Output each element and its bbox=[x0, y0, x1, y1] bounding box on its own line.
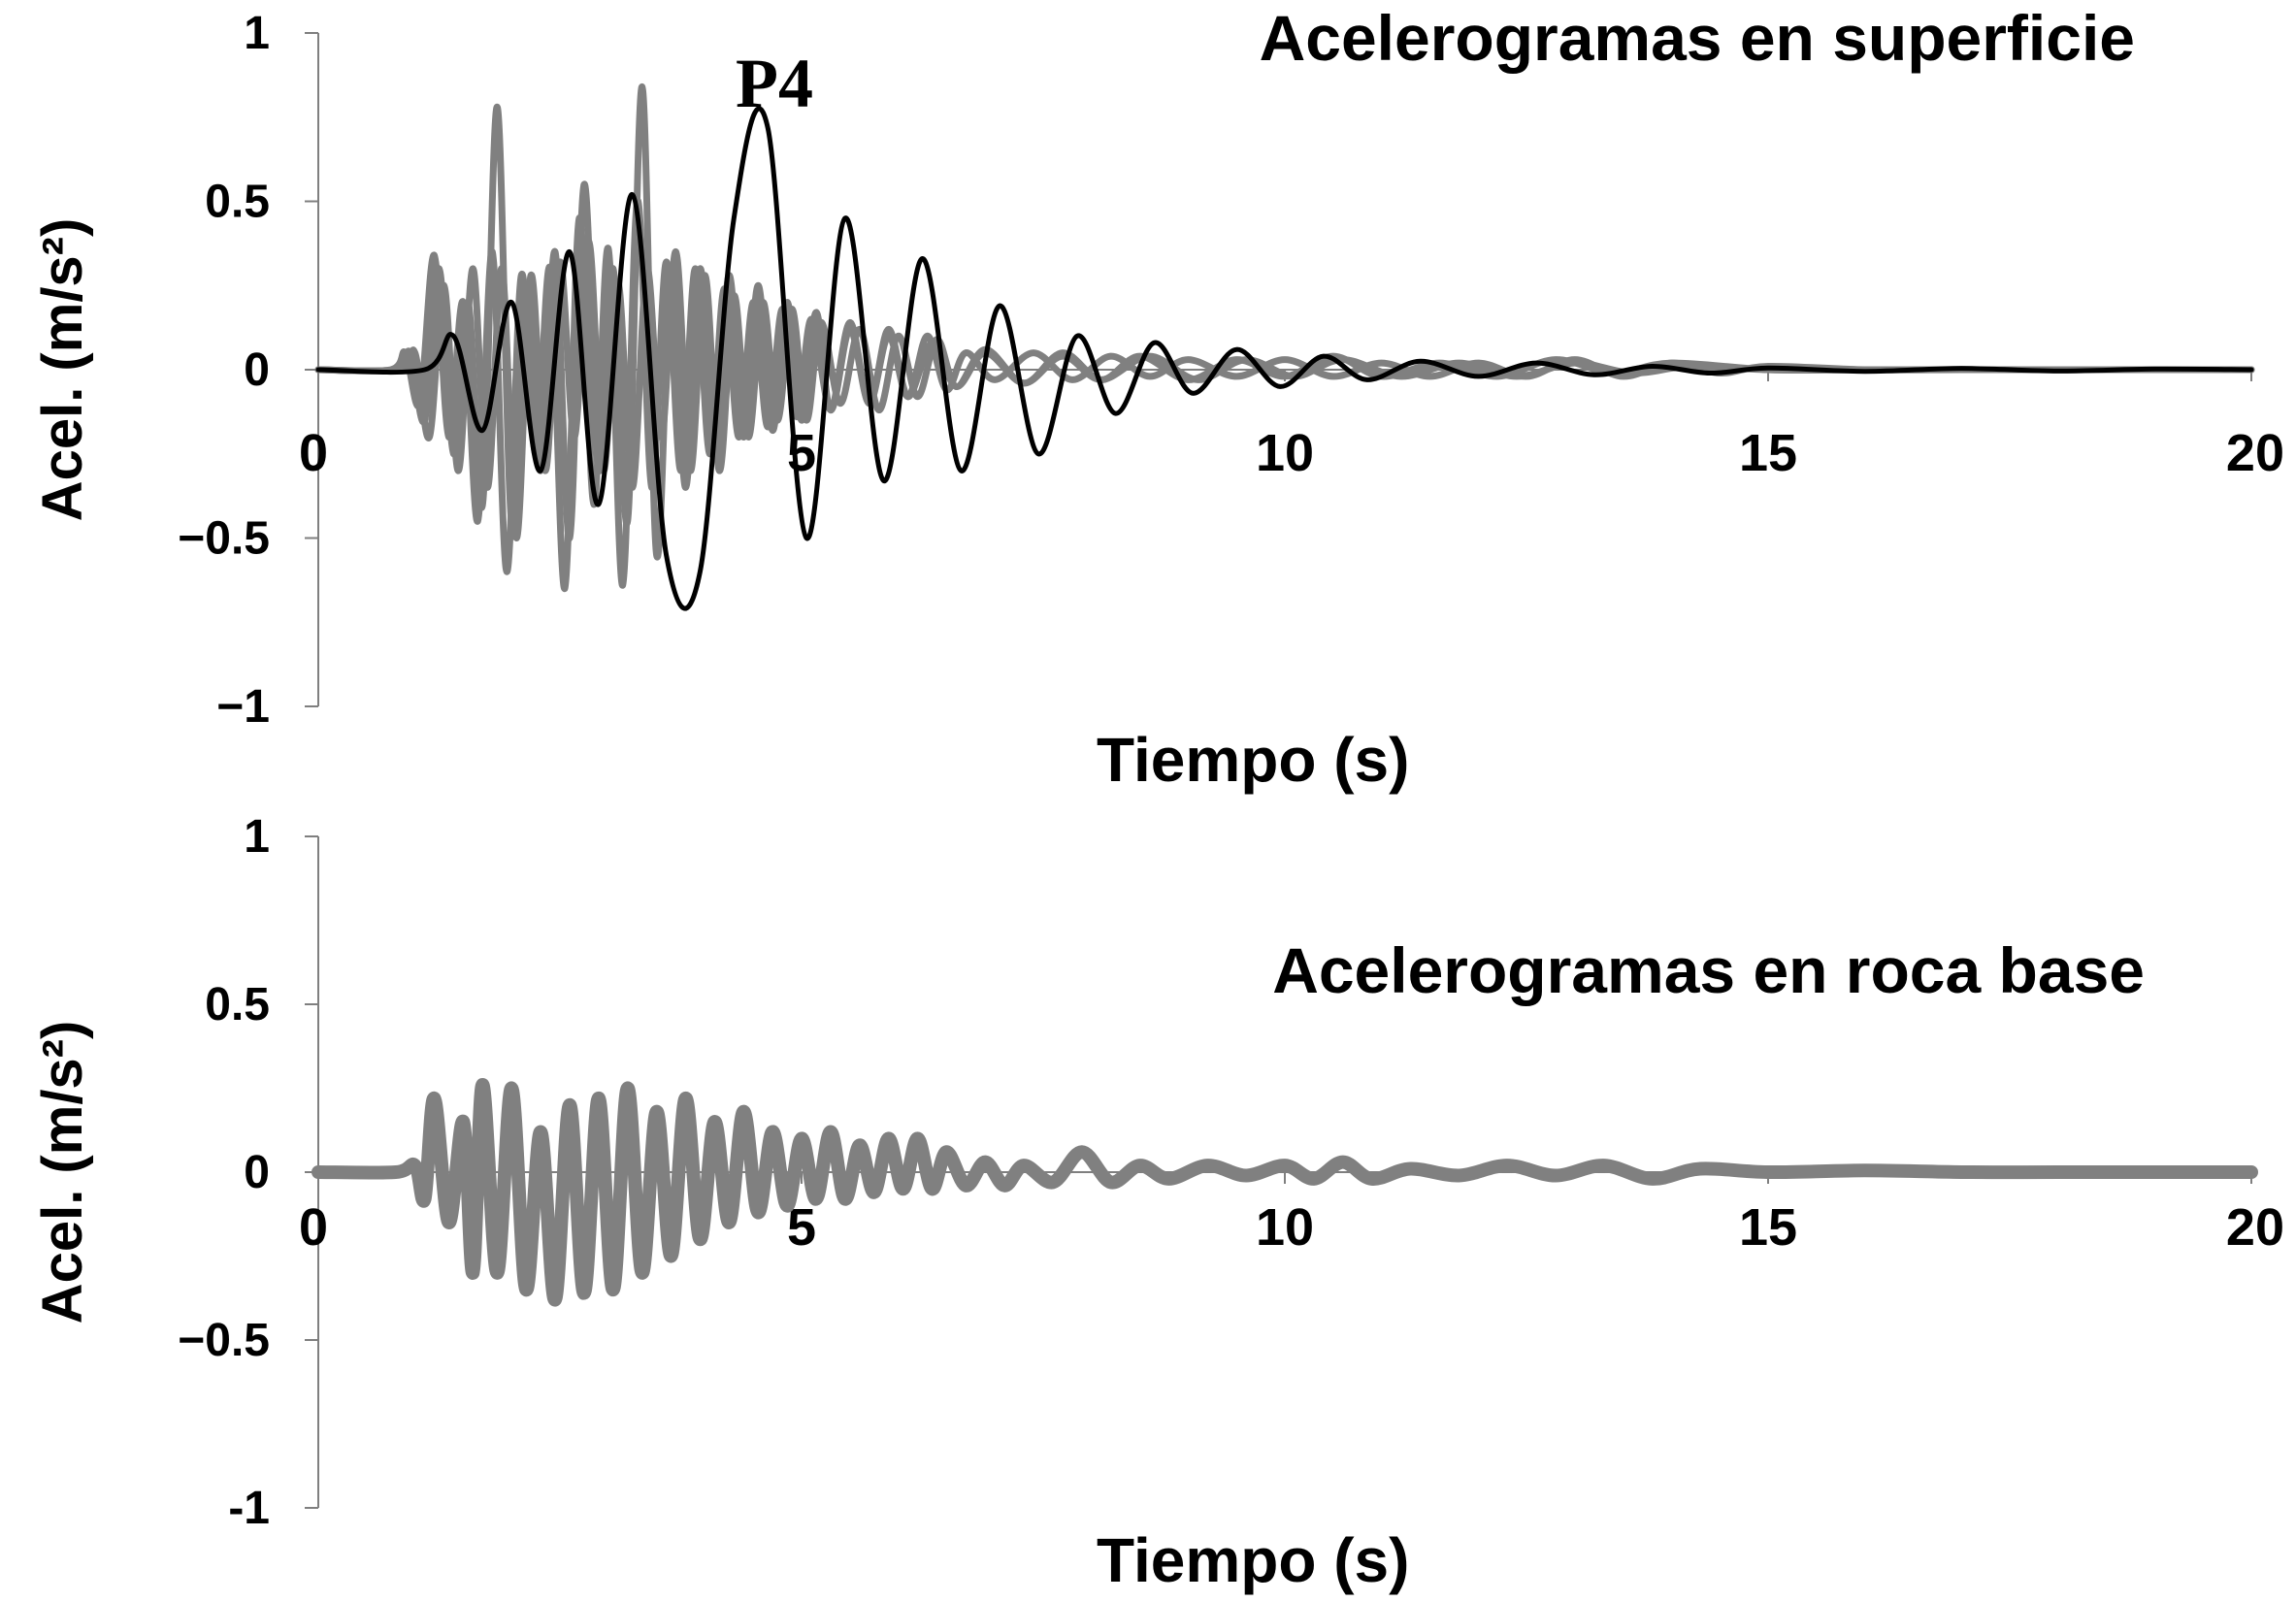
y-axis-label: Acel. (m/s²) bbox=[31, 218, 94, 522]
y-tick-label: 0.5 bbox=[205, 979, 270, 1030]
series-line-2 bbox=[314, 197, 2255, 593]
y-tick-label: 1 bbox=[244, 8, 270, 59]
series-line-1 bbox=[314, 82, 2255, 561]
annotation-label: P4 bbox=[736, 45, 813, 122]
x-tick-label: 15 bbox=[1739, 1198, 1797, 1257]
y-tick-label: 1 bbox=[244, 811, 270, 863]
chart-title: Acelerogramas en roca base bbox=[1272, 934, 2145, 1006]
series-line-3 bbox=[314, 238, 2255, 542]
series-line-0 bbox=[312, 1078, 2258, 1307]
chart-title: Acelerogramas en superficie bbox=[1260, 2, 2135, 74]
x-tick-label: 10 bbox=[1256, 1198, 1314, 1257]
y-tick-label: −1 bbox=[216, 681, 270, 733]
x-tick-label: 20 bbox=[2226, 424, 2284, 482]
y-axis-label: Acel. (m/s²) bbox=[31, 1021, 94, 1324]
x-axis-label: Tiempo (s) bbox=[1097, 725, 1409, 795]
x-tick-label: 15 bbox=[1739, 424, 1797, 482]
y-tick-label: 0.5 bbox=[205, 177, 270, 228]
y-tick-label: -1 bbox=[228, 1483, 270, 1534]
x-axis-label: Tiempo (s) bbox=[1097, 1525, 1409, 1595]
x-tick-label: 20 bbox=[2226, 1198, 2284, 1257]
x-tick-label: 0 bbox=[299, 1198, 328, 1257]
x-tick-label: 10 bbox=[1256, 424, 1314, 482]
x-tick-label: 0 bbox=[299, 424, 328, 482]
y-tick-label: −0.5 bbox=[178, 513, 270, 565]
y-tick-label: −0.5 bbox=[178, 1315, 270, 1366]
y-tick-label: 0 bbox=[244, 344, 270, 396]
series-line-0 bbox=[315, 106, 2254, 611]
y-tick-label: 0 bbox=[244, 1147, 270, 1198]
